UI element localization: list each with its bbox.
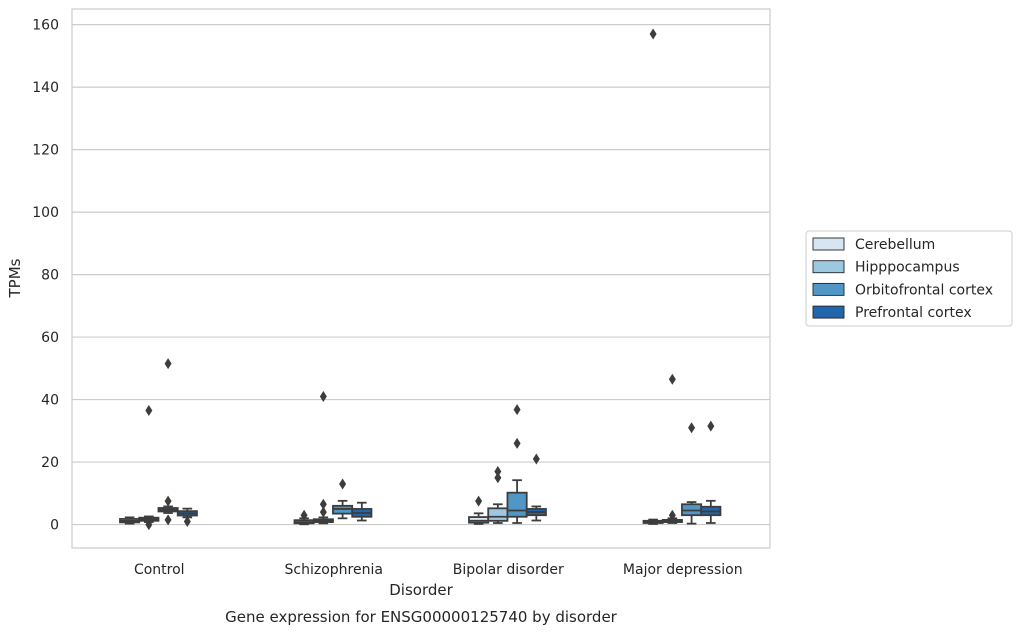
y-tick-label: 80 xyxy=(41,268,59,284)
box xyxy=(642,28,664,525)
flier-point xyxy=(319,506,327,518)
y-tick-label: 160 xyxy=(32,18,59,34)
legend: Cerebellum Hipppocampus Orbitofrontal cort… xyxy=(805,230,1013,327)
flier-point xyxy=(668,373,676,385)
flier-point xyxy=(145,519,153,531)
y-tick-label: 100 xyxy=(32,205,59,221)
chart-caption: Gene expression for ENSG00000125740 by d… xyxy=(225,608,618,626)
legend-frame xyxy=(805,230,1013,327)
box xyxy=(157,358,179,526)
flier-point xyxy=(649,28,657,40)
legend-swatch xyxy=(812,305,845,319)
flier-point xyxy=(494,465,502,477)
y-axis-ticks: 0 20 40 60 80 100 120 140 160 xyxy=(32,18,59,534)
x-axis-label: Disorder xyxy=(389,581,453,599)
box xyxy=(681,422,703,525)
grid-lines xyxy=(72,24,770,526)
legend-label: Hipppocampus xyxy=(855,260,960,276)
box xyxy=(293,509,315,526)
y-axis-label: TPMs xyxy=(6,258,24,298)
series-cerebellum xyxy=(119,28,664,526)
flier-point xyxy=(475,495,483,507)
y-tick-label: 0 xyxy=(50,518,59,534)
box xyxy=(176,507,198,527)
legend-swatch xyxy=(812,282,845,296)
legend-swatch xyxy=(812,260,845,274)
x-tick-label: Schizophrenia xyxy=(285,562,383,578)
legend-label: Cerebellum xyxy=(855,237,935,253)
x-axis-ticks: Control Schizophrenia Bipolar disorder Majo… xyxy=(134,562,743,578)
box-iqr xyxy=(468,516,490,524)
flier-point xyxy=(707,420,715,432)
flier-point xyxy=(532,453,540,465)
x-tick-label: Bipolar disorder xyxy=(453,562,564,578)
box xyxy=(487,465,509,524)
box xyxy=(119,516,141,525)
flier-point xyxy=(300,509,308,521)
legend-label: Prefrontal cortex xyxy=(855,305,972,321)
flier-point xyxy=(513,404,521,416)
flier-point xyxy=(164,358,172,370)
box xyxy=(138,405,160,531)
series-hipppocampus xyxy=(138,373,683,531)
y-tick-label: 40 xyxy=(41,393,59,409)
flier-point xyxy=(494,472,502,484)
y-tick-label: 120 xyxy=(32,143,59,159)
legend-label: Orbitofrontal cortex xyxy=(855,282,993,298)
y-tick-label: 20 xyxy=(41,455,59,471)
box xyxy=(661,373,683,524)
box xyxy=(351,501,373,522)
box xyxy=(506,404,528,524)
flier-point xyxy=(688,422,696,434)
flier-point xyxy=(164,495,172,507)
series-orbitofrontal-cortex xyxy=(157,358,703,526)
series-prefrontal-cortex xyxy=(176,420,722,527)
box xyxy=(525,453,547,522)
box-iqr xyxy=(506,491,528,518)
box-series-layer xyxy=(119,28,722,531)
x-tick-label: Major depression xyxy=(623,562,743,578)
y-tick-label: 140 xyxy=(32,80,59,96)
flier-point xyxy=(164,514,172,526)
box xyxy=(312,390,334,525)
flier-point xyxy=(145,405,153,417)
box xyxy=(468,495,490,525)
box xyxy=(700,420,722,524)
flier-point xyxy=(339,478,347,490)
flier-point xyxy=(513,437,521,449)
flier-point xyxy=(668,509,676,521)
box-iqr xyxy=(487,507,509,522)
flier-point xyxy=(319,498,327,510)
y-tick-label: 60 xyxy=(41,330,59,346)
flier-point xyxy=(183,515,191,527)
flier-point xyxy=(319,390,327,402)
plot-area-frame xyxy=(71,8,771,549)
legend-swatch xyxy=(812,237,845,251)
x-tick-label: Control xyxy=(134,562,185,578)
legend-items: Cerebellum Hipppocampus Orbitofrontal cort… xyxy=(812,237,993,321)
box xyxy=(332,478,354,520)
